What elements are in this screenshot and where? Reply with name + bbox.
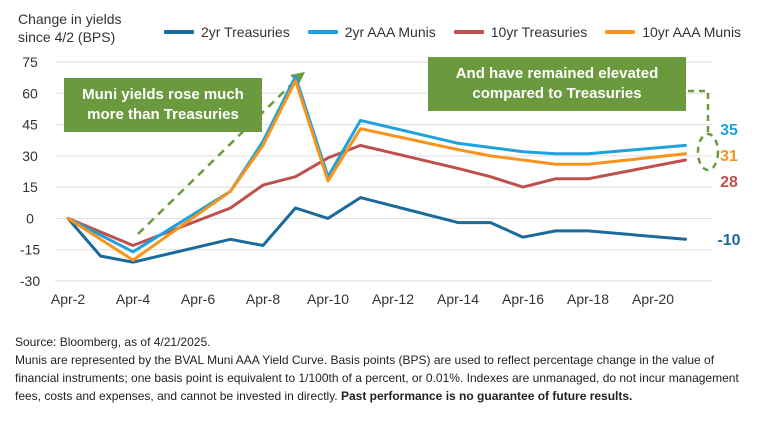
callout-muni-rose-line-2: more than Treasuries [87, 106, 239, 123]
x-tick-label: Apr-12 [372, 291, 414, 307]
legend-swatch-10yr-aaa-munis [605, 30, 636, 34]
legend-swatch-2yr-aaa-munis [307, 30, 338, 34]
rising-arrow-line [137, 75, 301, 235]
legend-label-2yr-treasuries: 2yr Treasuries [201, 24, 290, 40]
footer-source: Source: Bloomberg, as of 4/21/2025. [15, 335, 211, 349]
y-tick-label: 75 [22, 54, 38, 70]
x-tick-label: Apr-10 [307, 291, 349, 307]
legend-swatch-2yr-treasuries [164, 30, 194, 34]
y-tick-label: -15 [20, 242, 40, 258]
x-tick-label: Apr-8 [246, 291, 280, 307]
data-series [66, 75, 687, 264]
elevated-bracket [688, 89, 710, 132]
x-tick-label: Apr-14 [437, 291, 479, 307]
legend-label-10yr-treasuries: 10yr Treasuries [490, 24, 588, 40]
y-tick-label: -30 [20, 273, 40, 289]
x-tick-labels: Apr-2 Apr-4 Apr-6 Apr-8 Apr-10 Apr-12 Apr-14 Ap… [51, 291, 674, 307]
callout-muni-rose: Muni yields rose much more than Treasuri… [64, 78, 262, 132]
end-label-2yr-aaa-munis: 35 [720, 122, 738, 139]
callout-muni-rose-line-1: Muni yields rose much [82, 86, 244, 103]
elevated-circle [696, 132, 720, 172]
end-label-10yr-treasuries: 28 [720, 174, 738, 191]
end-label-10yr-aaa-munis: 31 [720, 148, 738, 165]
legend-label-2yr-aaa-munis: 2yr AAA Munis [344, 24, 436, 40]
legend-swatch-10yr-treasuries [453, 30, 484, 34]
y-axis-label-line-2: since 4/2 (BPS) [18, 29, 116, 45]
legend-item-10yr-treasuries: 10yr Treasuries [453, 24, 588, 40]
end-label-2yr-treasuries: -10 [717, 232, 740, 249]
x-tick-label: Apr-4 [116, 291, 150, 307]
chart-legend: 2yr Treasuries 2yr AAA Munis 10yr Treasu… [164, 24, 741, 40]
y-tick-label: 15 [22, 179, 38, 195]
legend-item-10yr-aaa-munis: 10yr AAA Munis [605, 24, 741, 40]
series-line-2yr-treasuries [66, 196, 687, 264]
x-tick-label: Apr-20 [632, 291, 674, 307]
y-tick-label: 30 [22, 148, 38, 164]
y-tick-label: 60 [22, 85, 38, 101]
footer-note-paragraph: Munis are represented by the BVAL Muni A… [15, 351, 755, 405]
legend-item-2yr-aaa-munis: 2yr AAA Munis [307, 24, 436, 40]
callout-remained-elevated-line-2: compared to Treasuries [472, 85, 642, 102]
y-tick-label: 0 [26, 210, 34, 226]
footer-note: Munis are represented by the BVAL Muni A… [15, 353, 739, 403]
x-tick-label: Apr-16 [502, 291, 544, 307]
y-axis-label-line-1: Change in yields [18, 11, 122, 27]
chart-footer: Source: Bloomberg, as of 4/21/2025. Muni… [15, 333, 755, 405]
legend-label-10yr-aaa-munis: 10yr AAA Munis [642, 24, 742, 40]
y-tick-labels: 75 60 45 30 15 0 -15 -30 [20, 54, 40, 289]
callout-remained-elevated-line-1: And have remained elevated [455, 65, 659, 82]
y-tick-label: 45 [22, 117, 38, 133]
x-tick-label: Apr-2 [51, 291, 85, 307]
callout-remained-elevated: And have remained elevated compared to T… [428, 57, 686, 111]
x-tick-label: Apr-18 [567, 291, 609, 307]
end-labels: -10 28 35 31 [717, 122, 740, 249]
y-axis-label: Change in yields since 4/2 (BPS) [18, 10, 122, 46]
legend-item-2yr-treasuries: 2yr Treasuries [164, 24, 290, 40]
x-tick-label: Apr-6 [181, 291, 215, 307]
footer-disclaimer: Past performance is no guarantee of futu… [340, 389, 633, 403]
